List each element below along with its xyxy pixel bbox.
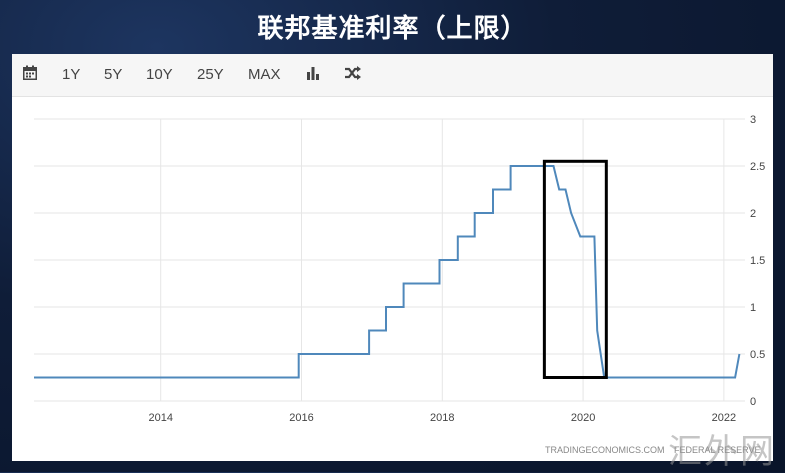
chart-grid (34, 118, 745, 402)
x-tick-label: 2016 (289, 412, 313, 424)
chart-panel: 1Y 5Y 10Y 25Y MAX 2014 2016 2018 2020 2022 0… (12, 54, 773, 461)
page-title: 联邦基准利率（上限） (257, 14, 528, 44)
y-axis-ticks: 0 0.5 1 1.5 2 2.5 3 (750, 114, 765, 408)
shuffle-icon[interactable] (344, 65, 362, 85)
x-tick-label: 2020 (571, 412, 595, 424)
y-tick-label: 1 (750, 302, 756, 314)
watermark-text: 汇外网 (668, 432, 776, 472)
x-tick-label: 2022 (712, 412, 736, 424)
x-axis-ticks: 2014 2016 2018 2020 2022 (148, 412, 736, 424)
y-tick-label: 0 (750, 396, 756, 408)
range-5y-button[interactable]: 5Y (104, 66, 123, 83)
calendar-icon[interactable] (22, 65, 38, 85)
source-credit-federal-reserve: FEDERAL RESERVE (674, 445, 761, 455)
range-25y-button[interactable]: 25Y (197, 66, 224, 83)
highlight-box (542, 159, 608, 379)
source-credit: TRADINGECONOMICS.COM (545, 445, 665, 455)
bar-chart-icon[interactable] (305, 65, 321, 85)
x-tick-label: 2018 (430, 412, 454, 424)
y-tick-label: 0.5 (750, 349, 765, 361)
range-1y-button[interactable]: 1Y (62, 66, 81, 83)
y-tick-label: 2.5 (750, 161, 765, 173)
y-tick-label: 1.5 (750, 255, 765, 267)
y-tick-label: 3 (750, 114, 756, 126)
chart-toolbar: 1Y 5Y 10Y 25Y MAX (12, 54, 773, 97)
series-line (34, 165, 741, 379)
range-max-button[interactable]: MAX (248, 66, 281, 83)
y-tick-label: 2 (750, 208, 756, 220)
rate-chart: 2014 2016 2018 2020 2022 0 0.5 1 1.5 2 2.5 3 TRADI… (34, 114, 765, 455)
x-tick-label: 2014 (148, 412, 172, 424)
range-10y-button[interactable]: 10Y (146, 66, 173, 83)
